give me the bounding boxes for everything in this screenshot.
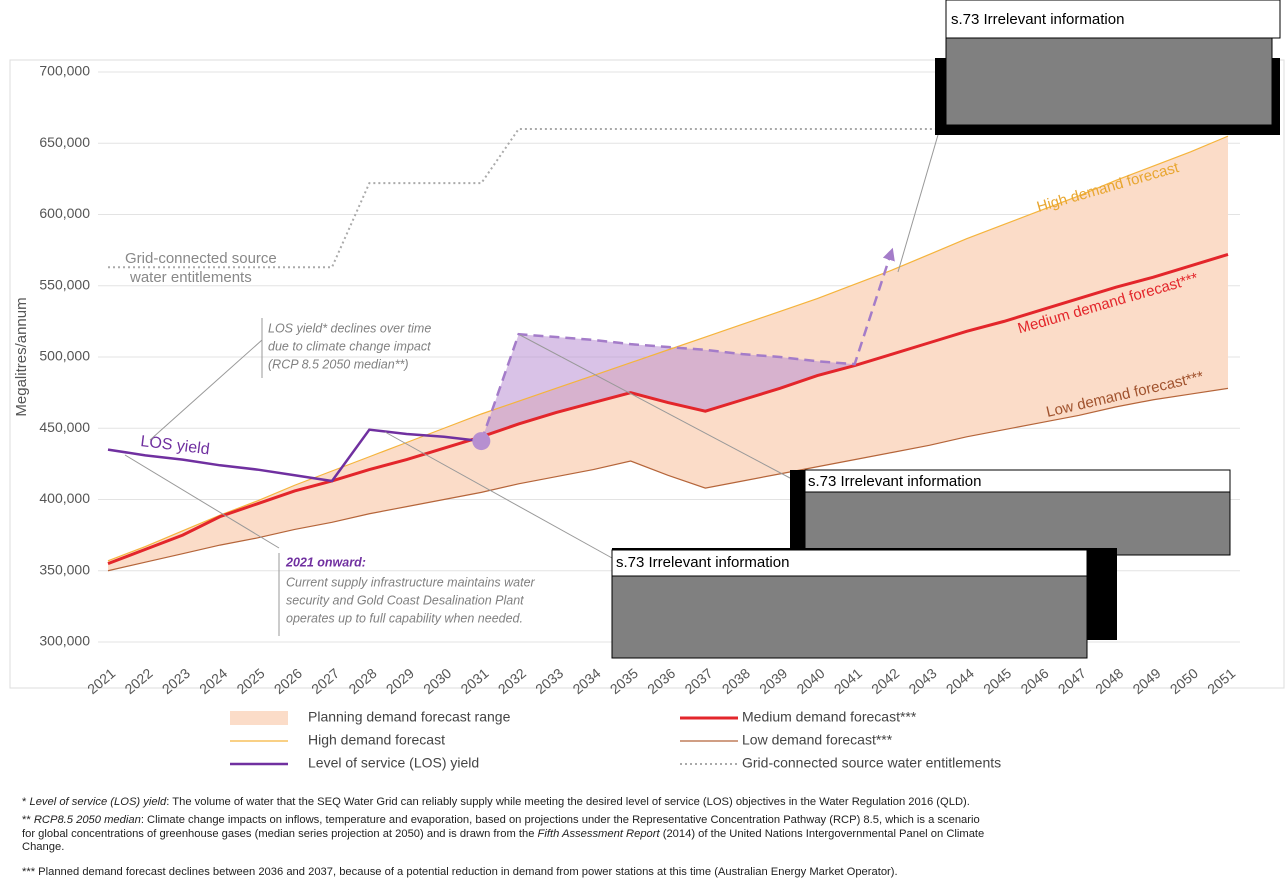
legend-label: Planning demand forecast range (308, 709, 511, 725)
footnote-part: RCP8.5 2050 median (34, 814, 141, 826)
footnote-part: : Climate change impacts on inflows, tem… (141, 814, 980, 826)
plot-frame (9, 59, 1285, 689)
x-tick-label: 2040 (793, 665, 827, 697)
series-line (480, 247, 895, 442)
x-tick-label: 2048 (1092, 665, 1126, 697)
annotation-title: 2021 onward: (285, 555, 366, 569)
footnote: Change. (22, 841, 64, 853)
footnote: ** RCP8.5 2050 median: Climate change im… (22, 814, 980, 826)
footnote-part: Change. (22, 841, 64, 853)
x-tick-label: 2050 (1167, 665, 1201, 697)
footnote: *** Planned demand forecast declines bet… (22, 866, 898, 878)
y-tick-label: 500,000 (39, 348, 90, 364)
x-tick-label: 2035 (607, 665, 641, 697)
x-tick-label: 2031 (457, 665, 491, 697)
redaction-label: s.73 Irrelevant information (951, 11, 1124, 28)
x-tick-label: 2045 (980, 665, 1014, 697)
series-line (107, 387, 1229, 572)
redaction: s.73 Irrelevant information s.73 Irrelev… (611, 0, 1281, 659)
line-label: water entitlements (129, 269, 252, 286)
footnote-part: ** (22, 814, 34, 826)
legend-label: High demand forecast (308, 732, 445, 748)
x-tick-label: 2042 (868, 665, 902, 697)
leaders (124, 127, 941, 636)
x-tick-label: 2037 (681, 665, 715, 697)
legend-swatch (230, 711, 288, 725)
x-tick-label: 2044 (943, 665, 977, 697)
y-tick-label: 450,000 (39, 419, 90, 435)
series-line (107, 252, 1229, 566)
x-tick-label: 2033 (532, 665, 566, 697)
x-tick-label: 2049 (1129, 665, 1163, 697)
annotation: operates up to full capability when need… (286, 611, 523, 625)
line-label: Grid-connected source (125, 250, 277, 267)
footnote-part: Level of service (LOS) yield (29, 796, 167, 808)
annotation: due to climate change impact (268, 339, 431, 353)
x-tick-label: 2030 (420, 665, 454, 697)
x-tick-label: 2051 (1204, 665, 1238, 697)
line-label: LOS yield (140, 433, 211, 458)
series-line (107, 135, 1229, 562)
legend-label: Low demand forecast*** (742, 732, 893, 748)
y-tick-label: 550,000 (39, 276, 90, 292)
x-tick-label: 2046 (1017, 665, 1051, 697)
x-tick-label: 2043 (905, 665, 939, 697)
footnote-part: for global concentrations of greenhouse … (22, 828, 538, 840)
annotation: Current supply infrastructure maintains … (286, 575, 536, 589)
footnote: * Level of service (LOS) yield: The volu… (22, 796, 970, 808)
redaction-label: s.73 Irrelevant information (808, 473, 981, 490)
x-tick-label: 2027 (308, 665, 342, 697)
los-point (472, 432, 491, 451)
x-tick-label: 2028 (345, 665, 379, 697)
annotation: (RCP 8.5 2050 median**) (268, 357, 409, 371)
footnote-part: *** Planned demand forecast declines bet… (22, 866, 898, 878)
x-tick-label: 2023 (159, 665, 193, 697)
legend-label: Grid-connected source water entitlements (742, 755, 1001, 771)
x-tick-label: 2036 (644, 665, 678, 697)
footnote-part: * (22, 796, 29, 808)
footnote: for global concentrations of greenhouse … (22, 828, 984, 840)
annotation: LOS yield* declines over time (268, 321, 431, 335)
y-tick-label: 650,000 (39, 134, 90, 150)
legend-label: Level of service (LOS) yield (308, 755, 479, 771)
x-tick-label: 2032 (495, 665, 529, 697)
footnote-part: Fifth Assessment Report (538, 828, 661, 840)
x-tick-label: 2038 (719, 665, 753, 697)
annotation: security and Gold Coast Desalination Pla… (286, 593, 524, 607)
y-tick-label: 700,000 (39, 63, 90, 79)
x-tick-label: 2024 (196, 665, 230, 697)
y-tick-label: 350,000 (39, 561, 90, 577)
x-tick-label: 2021 (84, 665, 118, 697)
x-tick-label: 2026 (271, 665, 305, 697)
los-gap-area (481, 334, 855, 442)
redaction-label: s.73 Irrelevant information (616, 554, 789, 571)
x-tick-label: 2022 (121, 665, 155, 697)
y-tick-label: 400,000 (39, 490, 90, 506)
x-tick-label: 2029 (383, 665, 417, 697)
y-axis-label: Megalitres/annum (13, 297, 30, 416)
footnote-part: (2014) of the United Nations Intergovern… (660, 828, 985, 840)
footnote-part: : The volume of water that the SEQ Water… (166, 796, 970, 808)
x-tick-label: 2041 (831, 665, 865, 697)
x-tick-label: 2025 (233, 665, 267, 697)
series-line (107, 428, 482, 483)
y-tick-label: 300,000 (39, 633, 90, 649)
x-tick-label: 2034 (569, 665, 603, 697)
y-tick-label: 600,000 (39, 205, 90, 221)
x-tick-label: 2039 (756, 665, 790, 697)
legend-label: Medium demand forecast*** (742, 709, 917, 725)
x-tick-label: 2047 (1055, 665, 1089, 697)
